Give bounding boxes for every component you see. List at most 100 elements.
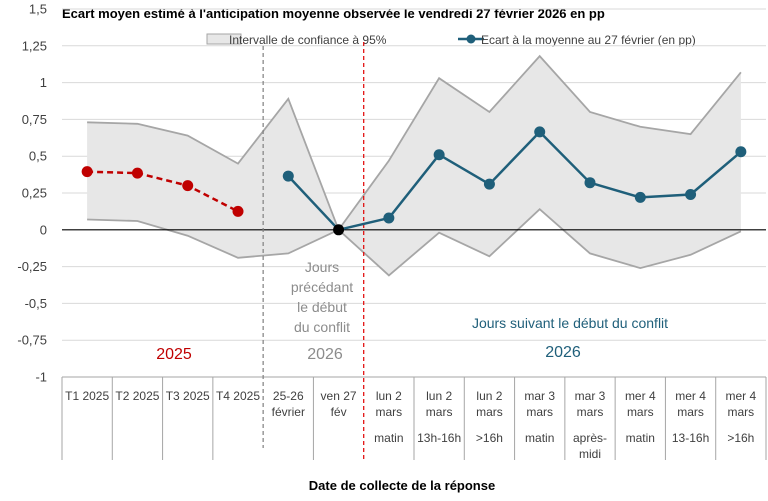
legend-band-label: Intervalle de confiance à 95% — [229, 33, 387, 47]
y-tick-label: 0,25 — [22, 186, 47, 201]
x-tick-label-line: ven 27 — [321, 389, 357, 403]
x-tick-label-line: mars — [376, 405, 403, 419]
x-tick-label: ven 27 fév — [321, 389, 357, 419]
series-line — [87, 170, 239, 213]
x-tick-label: mer 4 mars matin — [625, 389, 656, 445]
y-tick-label: 1 — [40, 75, 47, 90]
x-tick-label-line: T2 2025 — [115, 389, 159, 403]
y-tick-label: -1 — [35, 370, 47, 385]
y-tick-label: -0,5 — [25, 296, 47, 311]
x-axis: T1 2025 T2 2025 T3 2025 T4 2025 25-26 février… — [61, 229, 767, 461]
y-axis: 1,5 1,25 1 0,75 0,5 0,25 0 -0,25 -0,5 -0,75 -1 — [17, 2, 47, 385]
jours-precedant-text: Jours précédant le début du conflit — [291, 259, 353, 335]
x-tick-label-line: février — [272, 405, 305, 419]
x-tick-label-line: mer 4 — [675, 389, 706, 403]
x-tick-label-line: T4 2025 — [216, 389, 260, 403]
confidence-band-lower — [87, 207, 742, 277]
data-point — [182, 180, 194, 192]
x-tick-label-line: mars — [476, 405, 503, 419]
x-tick-label: lun 2 mars >16h — [476, 389, 503, 445]
x-tick-label-line: matin — [374, 431, 403, 445]
x-tick-label-line: lun 2 — [476, 389, 502, 403]
data-point — [282, 170, 294, 182]
jours-precedant-line: du conflit — [294, 319, 350, 335]
x-tick-label: mer 4 mars >16h — [726, 389, 757, 445]
x-tick-label-line: >16h — [727, 431, 754, 445]
x-tick-label-line: mars — [677, 405, 704, 419]
jours-precedant-line: le début — [297, 299, 347, 315]
x-tick-label-line: mer 4 — [726, 389, 757, 403]
data-point — [483, 178, 495, 190]
y-tick-label: 1,25 — [22, 38, 47, 53]
x-tick-label-line: mars — [728, 405, 755, 419]
x-tick-label: mer 4 mars 13-16h — [672, 389, 709, 445]
confidence-band — [87, 54, 742, 277]
x-tick-label: mar 3 mars matin — [524, 389, 555, 445]
data-point — [81, 166, 93, 178]
x-tick-label-line: mars — [577, 405, 604, 419]
y-tick-label: 0 — [40, 222, 47, 237]
reference-point — [333, 224, 345, 236]
confidence-band-upper — [87, 54, 742, 232]
legend: Intervalle de confiance à 95% Ecart à la… — [206, 33, 696, 47]
period-label-2026-after: 2026 — [545, 344, 581, 361]
series-line — [287, 130, 742, 232]
jours-precedant-line: Jours — [305, 259, 339, 275]
x-tick-label-line: mars — [627, 405, 654, 419]
y-tick-label: -0,75 — [17, 333, 47, 348]
data-point — [131, 167, 143, 179]
x-tick-label-line: matin — [626, 431, 655, 445]
x-tick-label: lun 2 mars matin — [374, 389, 403, 445]
chart-title: Ecart moyen estimé à l'anticipation moye… — [62, 6, 605, 21]
x-tick-label-line: mar 3 — [524, 389, 555, 403]
confidence-band-area — [87, 56, 741, 276]
x-tick-label-line: T1 2025 — [65, 389, 109, 403]
x-tick-label-line: midi — [579, 447, 601, 461]
data-point — [735, 146, 747, 158]
x-tick-label-line: lun 2 — [426, 389, 452, 403]
x-tick-label-line: mer 4 — [625, 389, 656, 403]
data-point — [534, 126, 546, 138]
period-annotations: 2025 2026 2026 Jours suivant le début du… — [156, 259, 668, 363]
legend-line-label: Ecart à la moyenne au 27 février (en pp) — [481, 33, 696, 47]
x-tick-label-line: 13-16h — [672, 431, 709, 445]
y-tick-label: 0,5 — [29, 149, 47, 164]
jours-precedant-label: Jours précédant le début du conflit — [291, 259, 353, 335]
data-point — [383, 212, 395, 224]
x-tick-label: mar 3 mars après-midi — [573, 389, 607, 461]
legend-band-swatch — [206, 33, 242, 45]
data-point — [685, 188, 697, 200]
x-axis-title: Date de collecte de la réponse — [309, 478, 495, 493]
legend-line-marker — [466, 34, 476, 44]
period-label-2026-before: 2026 — [307, 346, 343, 363]
data-point — [433, 149, 445, 161]
x-tick-label-line: mars — [526, 405, 553, 419]
x-tick-label-line: >16h — [476, 431, 503, 445]
y-tick-label: 0,75 — [22, 112, 47, 127]
x-tick-label: T1 2025 — [65, 389, 109, 403]
jours-suivant-label: Jours suivant le début du conflit — [472, 315, 668, 331]
x-tick-label: lun 2 mars 13h-16h — [417, 389, 461, 445]
period-label-2025: 2025 — [156, 346, 192, 363]
x-tick-label-line: mars — [426, 405, 453, 419]
x-tick-label: 25-26 février — [272, 389, 305, 419]
y-tick-label: -0,25 — [17, 259, 47, 274]
x-tick-label-line: fév — [331, 405, 347, 419]
x-tick-label-line: 25-26 — [273, 389, 304, 403]
x-tick-label-line: lun 2 — [376, 389, 402, 403]
jours-precedant-line: précédant — [291, 279, 353, 295]
x-tick-label: T3 2025 — [166, 389, 210, 403]
x-tick-label-line: matin — [525, 431, 554, 445]
x-tick-label: T2 2025 — [115, 389, 159, 403]
x-tick-label-line: après- — [573, 431, 607, 445]
data-point — [232, 205, 244, 217]
x-tick-label-line: mar 3 — [575, 389, 606, 403]
y-tick-label: 1,5 — [29, 2, 47, 17]
data-point — [634, 191, 646, 203]
series — [81, 126, 747, 236]
data-point — [584, 177, 596, 189]
x-tick-label: T4 2025 — [216, 389, 260, 403]
x-tick-label-line: 13h-16h — [417, 431, 461, 445]
x-tick-label-line: T3 2025 — [166, 389, 210, 403]
